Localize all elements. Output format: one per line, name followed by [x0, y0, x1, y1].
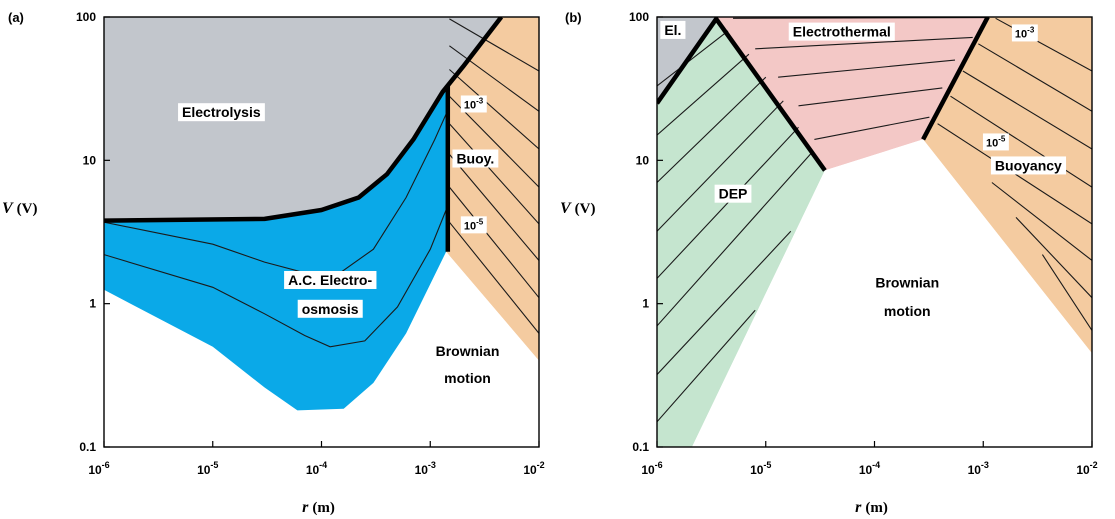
- contour-line: [449, 18, 539, 72]
- y-tick-label: 0.1: [632, 440, 649, 454]
- region-label: Brownian: [436, 343, 500, 359]
- region-label-background: [788, 22, 895, 41]
- contour-line: [978, 43, 1092, 112]
- contour-line: [657, 230, 792, 375]
- contour-line: [962, 70, 1092, 150]
- plot-area: [657, 17, 1092, 447]
- region-label: osmosis: [302, 301, 359, 317]
- y-tick-label: 10: [83, 153, 97, 167]
- region-label-background: [297, 299, 363, 318]
- region-brownian-motion: [104, 251, 539, 447]
- contour-line: [449, 69, 539, 150]
- x-axis-label: r (m): [302, 499, 335, 516]
- x-tick-label: 10-2: [1076, 460, 1097, 477]
- contour-line: [991, 182, 1092, 261]
- x-tick-label: 10-3: [415, 460, 436, 477]
- x-tick-label: 10-4: [859, 460, 880, 477]
- region-label-background: [871, 273, 944, 292]
- contour-label: 10-3: [464, 96, 484, 111]
- region-label: Electrolysis: [182, 104, 261, 120]
- contour-line: [657, 100, 784, 232]
- contour-line: [448, 221, 539, 334]
- region-label: DEP: [719, 186, 748, 202]
- x-tick-label: 10-3: [968, 460, 989, 477]
- contour-label: 10-5: [464, 217, 484, 232]
- x-tick-label: 10-5: [750, 460, 771, 477]
- y-tick-label: 100: [629, 10, 649, 24]
- x-tick-label: 10-6: [88, 460, 109, 477]
- region-label-background: [714, 184, 752, 203]
- contour-label-background: [982, 133, 1009, 151]
- region-label: motion: [444, 370, 491, 386]
- contour-line: [657, 53, 750, 136]
- region-label-background: [284, 270, 377, 289]
- region-buoyancy: [923, 17, 1092, 354]
- contour-line: [950, 95, 1092, 188]
- regime-boundary: [657, 17, 827, 172]
- region-brownian-motion: [692, 139, 1092, 447]
- contour-line: [448, 186, 539, 299]
- contour-line: [448, 154, 539, 261]
- region-label: motion: [884, 303, 931, 319]
- region-label: El.: [664, 22, 681, 38]
- x-tick-label: 10-2: [523, 460, 544, 477]
- contour-line: [798, 87, 943, 107]
- contour-line: [814, 116, 930, 140]
- x-tick-label: 10-6: [641, 460, 662, 477]
- contour-line: [778, 59, 956, 78]
- contour-label: 10-3: [1015, 25, 1035, 40]
- contour-line: [657, 309, 756, 423]
- y-tick-label: 1: [642, 297, 649, 311]
- panel-label: (a): [8, 10, 24, 25]
- regime-boundary: [104, 17, 504, 223]
- region-dep: [657, 18, 825, 447]
- region-label-background: [431, 342, 504, 361]
- regime-boundary: [921, 17, 990, 141]
- region-label: A.C. Electro-: [288, 272, 372, 288]
- contour-label: 10-5: [986, 134, 1006, 149]
- y-tick-label: 0.1: [79, 440, 96, 454]
- contour-line: [1041, 254, 1092, 331]
- contour-line: [449, 45, 539, 112]
- contour-line: [755, 36, 973, 50]
- contour-line: [657, 76, 767, 183]
- y-tick-label: 100: [76, 10, 96, 24]
- region-electrolysis: [104, 17, 502, 221]
- y-axis-label: V (V): [2, 200, 38, 217]
- y-tick-label: 10: [636, 153, 650, 167]
- x-tick-label: 10-4: [306, 460, 327, 477]
- contour-line: [995, 17, 1092, 72]
- contour-line: [1015, 217, 1092, 299]
- y-axis-label: V (V): [560, 200, 596, 217]
- contour-line: [657, 30, 729, 87]
- contour-label-background: [460, 95, 487, 113]
- panel-0: (a) 0.1 1 10 100 10-6 10-5 10-4 10-3 10-2 r (m) V (V)…: [2, 10, 545, 516]
- region-label-background: [440, 368, 495, 387]
- contour-line: [732, 17, 988, 19]
- region-label-background: [178, 103, 265, 122]
- panel-1: (b) 0.1 1 10 100 10-6 10-5 10-4 10-3 10-2 r (m) V (V)…: [560, 10, 1098, 516]
- contour-label-background: [460, 216, 487, 234]
- contour-line: [657, 151, 814, 327]
- contour-line: [657, 126, 799, 279]
- panel-label: (b): [565, 10, 582, 25]
- x-tick-label: 10-5: [197, 460, 218, 477]
- contour-line: [104, 209, 447, 348]
- y-tick-label: 1: [89, 297, 96, 311]
- region-label: Buoy.: [456, 151, 494, 167]
- region-label-background: [452, 149, 499, 168]
- region-label: Brownian: [875, 274, 939, 290]
- region-label: Electrothermal: [793, 24, 891, 40]
- region-label-background: [879, 302, 935, 321]
- contour-line: [448, 123, 539, 225]
- contour-label-background: [1011, 24, 1038, 42]
- region-a-c-electro-osmosis: [104, 86, 447, 411]
- region-label-background: [990, 156, 1067, 175]
- region-label-background: [660, 20, 686, 39]
- region-electrothermal: [716, 17, 988, 171]
- x-axis-label: r (m): [855, 499, 888, 516]
- region-label: Buoyancy: [995, 157, 1062, 173]
